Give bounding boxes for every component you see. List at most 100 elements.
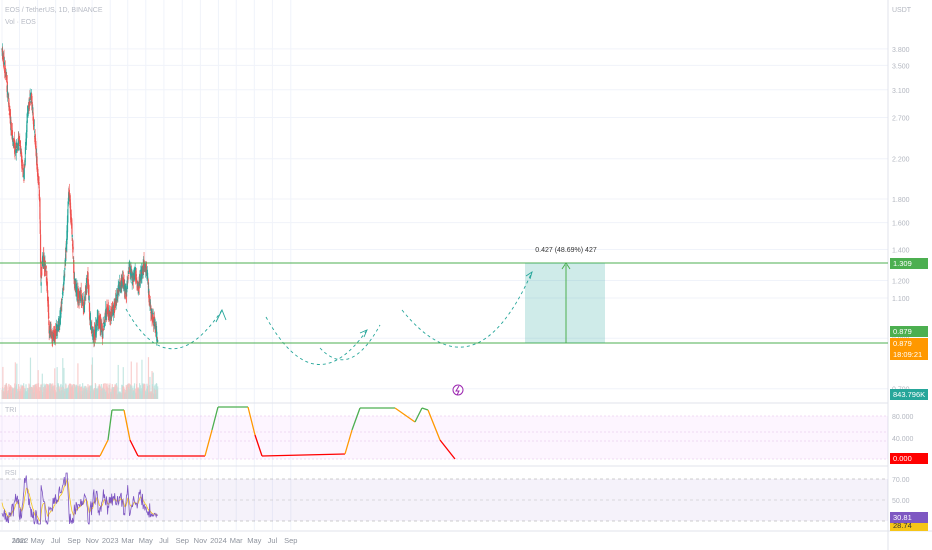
tri-legend[interactable]: TRI	[5, 407, 17, 414]
candle-body	[133, 274, 136, 280]
time-tick-label: Nov	[85, 536, 99, 545]
tri-line-segment	[129, 439, 139, 457]
tri-line-segment	[99, 439, 109, 457]
symbol-title[interactable]: EOS / TetherUS, 1D, BINANCE	[5, 7, 103, 14]
volume-bar	[62, 358, 64, 399]
rsi-tick-label: 50.00	[892, 498, 910, 505]
candle-body	[152, 313, 154, 315]
lightning-bolt	[455, 385, 460, 396]
candle-body	[77, 299, 80, 301]
candle-body	[80, 289, 82, 294]
candle-body	[8, 102, 10, 111]
candle-body	[44, 267, 46, 271]
time-tick-label: 2024	[210, 536, 227, 545]
volume-bar	[141, 359, 143, 399]
tri-line-segment	[394, 407, 416, 423]
countdown-badge: 18:09:21	[890, 349, 928, 360]
candle-body	[47, 304, 50, 319]
chart-icons	[452, 384, 464, 396]
candle-body	[48, 316, 50, 318]
volume-bar	[49, 383, 51, 399]
rsi-indicator-pane: 70.00 50.00	[0, 472, 910, 525]
price-tick-label: 1.200	[892, 278, 910, 285]
volume-bar	[29, 357, 32, 399]
volume-bar	[147, 357, 150, 399]
candle-body	[40, 261, 42, 278]
time-tick-label: Nov	[194, 536, 208, 545]
price-unit-label: USDT	[892, 7, 912, 14]
candle-body	[72, 246, 74, 250]
volume-badge: 843.796K	[890, 389, 928, 400]
volume-bar	[107, 383, 109, 399]
candle-body	[13, 139, 16, 148]
candle-body	[52, 335, 54, 341]
tri-line-segment	[427, 409, 441, 441]
candle-body	[116, 299, 118, 301]
volume-bar	[63, 367, 65, 399]
arrow-head	[359, 329, 368, 338]
pattern-arc	[401, 271, 533, 348]
volume-legend[interactable]: Vol · EOS	[5, 19, 36, 26]
volume-bar	[41, 373, 43, 399]
tri-band	[0, 416, 888, 459]
candle-body	[71, 234, 73, 237]
last-price-badge: 0.879	[890, 338, 928, 349]
candle-body	[110, 315, 112, 320]
time-tick-label: 2022	[12, 536, 29, 545]
candle-body	[102, 328, 105, 331]
horizontal-levels[interactable]	[0, 262, 888, 344]
candle-body	[76, 287, 78, 296]
candle-body	[24, 147, 27, 155]
candle-body	[152, 314, 154, 323]
candle-body	[126, 283, 128, 293]
candle-body	[44, 260, 46, 263]
rsi-signal-badge: 28.74	[890, 523, 928, 531]
tri-tick-label: 40.000	[892, 436, 914, 443]
candle-body	[83, 304, 86, 313]
candle-body	[39, 220, 41, 234]
candle-body	[15, 150, 17, 152]
volume-bar	[23, 386, 25, 399]
tri-line-segment	[254, 434, 263, 457]
candle-body	[61, 299, 63, 300]
candle-body	[103, 323, 106, 327]
candle-body	[78, 302, 80, 304]
measure-tool[interactable]: 0.427 (48.69%) 427	[525, 247, 605, 343]
price-tick-label: 2.700	[892, 116, 910, 123]
tri-line-segment	[351, 407, 361, 431]
candle-body	[46, 281, 48, 293]
candle-body	[114, 308, 116, 310]
time-tick-label: Mar	[230, 536, 243, 545]
volume-bar	[10, 386, 12, 399]
volume-bar	[136, 362, 138, 399]
tri-line-segment	[211, 406, 219, 431]
candle-body	[28, 101, 31, 106]
price-tick-label: 1.800	[892, 197, 910, 204]
candle-body	[88, 302, 91, 312]
rsi-legend[interactable]: RSI	[5, 470, 17, 477]
candle-body	[33, 124, 35, 126]
candle-body	[18, 137, 20, 141]
candle-body	[45, 270, 47, 276]
pattern-arc	[125, 308, 223, 350]
tri-line-segment	[414, 407, 423, 423]
volume-bar	[72, 384, 74, 399]
measure-box	[525, 263, 605, 343]
candle-body	[19, 140, 21, 144]
pattern-arcs	[125, 270, 533, 365]
volume-bar	[77, 363, 79, 399]
candle-body	[156, 331, 158, 335]
pattern-arc	[265, 316, 368, 365]
support-price-badge: 0.879	[890, 326, 928, 337]
candle-body	[91, 327, 93, 331]
candle-body	[127, 275, 129, 276]
measure-label: 0.427 (48.69%) 427	[535, 247, 597, 254]
candle-body	[31, 93, 33, 104]
volume-bar	[152, 372, 154, 399]
volume-bar	[2, 366, 4, 399]
candlesticks	[1, 43, 159, 348]
candle-body	[143, 259, 145, 262]
price-tick-label: 2.200	[892, 157, 910, 164]
